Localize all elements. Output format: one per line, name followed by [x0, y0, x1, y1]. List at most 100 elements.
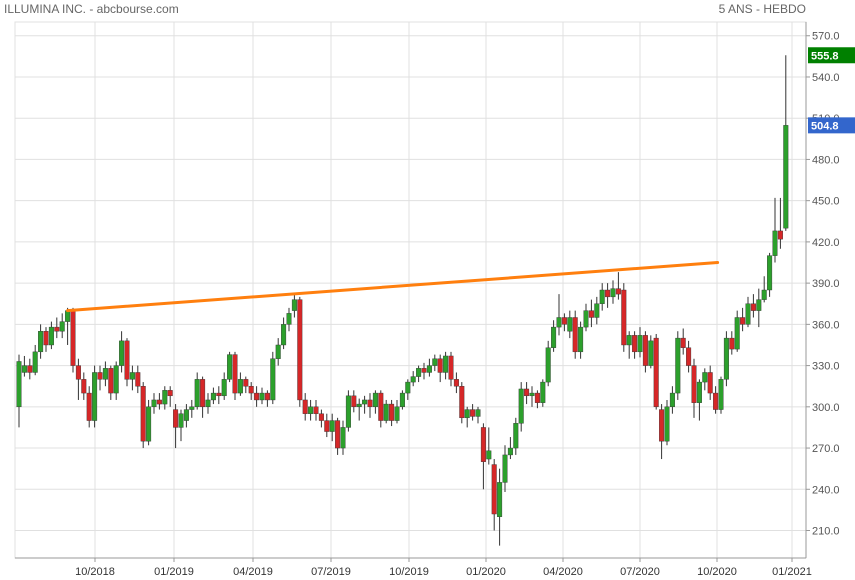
y-tick-label: 330.0: [812, 361, 840, 373]
candle-body: [205, 399, 211, 408]
candle-body: [194, 379, 200, 408]
candle-body: [707, 372, 713, 394]
candle-body: [173, 409, 179, 428]
candle-body: [626, 335, 632, 346]
candle-body: [723, 337, 729, 380]
candle-body: [696, 381, 702, 403]
candle-body: [750, 303, 756, 311]
axes: 210.0 240.0 270.0 300.0 330.0 360.0 390.0 420.0…: [15, 22, 840, 578]
candle-body: [162, 390, 168, 405]
candle-body: [486, 450, 492, 460]
x-tick-label: 10/2018: [75, 566, 115, 578]
candle-body: [113, 365, 119, 394]
candle-body: [302, 399, 308, 414]
candle-body: [551, 326, 557, 348]
y-tick-label: 270.0: [812, 443, 840, 455]
candle-body: [659, 409, 665, 442]
candle-body: [135, 372, 141, 387]
x-tick-label: 10/2020: [697, 566, 737, 578]
candle-body: [340, 427, 346, 449]
candle-body: [729, 337, 735, 350]
candle-body: [286, 313, 292, 325]
y-tick-label: 390.0: [812, 278, 840, 290]
candle-body: [243, 379, 249, 387]
candle-body: [291, 299, 297, 311]
candle-body: [27, 365, 33, 373]
candle-body: [572, 317, 578, 353]
candle-body: [669, 392, 675, 408]
candle-body: [502, 454, 508, 483]
candle-body: [540, 381, 546, 403]
candle-body: [86, 392, 92, 421]
candle-body: [767, 255, 773, 291]
candle-body: [345, 395, 351, 428]
last-price-tag: 504.8: [811, 120, 839, 132]
plot-frame: [14, 21, 807, 559]
candle-body: [713, 392, 719, 410]
candle-body: [437, 358, 443, 373]
y-tick-label: 570.0: [812, 31, 840, 43]
x-tick-label: 01/2021: [772, 566, 812, 578]
candle-body: [313, 406, 319, 414]
candle-body: [92, 372, 98, 421]
y-tick-label: 420.0: [812, 237, 840, 249]
candle-body: [534, 392, 540, 403]
candle-body: [394, 406, 400, 421]
candle-body: [605, 289, 611, 298]
candle-body: [146, 406, 152, 442]
candle-body: [65, 310, 71, 322]
candle-body: [745, 303, 751, 325]
candle-body: [21, 365, 27, 373]
candle-body: [529, 392, 535, 397]
candle-body: [513, 423, 519, 449]
candle-body: [254, 392, 260, 401]
candle-body: [653, 337, 659, 408]
candle-body: [632, 335, 638, 353]
candle-body: [686, 347, 692, 366]
x-tick-label: 04/2019: [233, 566, 273, 578]
candle-body: [264, 392, 270, 401]
candle-body: [518, 388, 524, 424]
candle-body: [43, 331, 49, 346]
candle-body: [167, 390, 173, 397]
candle-body: [275, 344, 281, 359]
candle-body: [664, 406, 670, 442]
candle-body: [524, 388, 530, 397]
y-tick-label: 540.0: [812, 72, 840, 84]
x-tick-label: 01/2019: [154, 566, 194, 578]
y-tick-label: 300.0: [812, 402, 840, 414]
candle-body: [740, 317, 746, 325]
candle-body: [97, 372, 103, 380]
candle-body: [691, 365, 697, 403]
high-price-tag: 555.8: [811, 50, 839, 62]
candle-body: [81, 379, 87, 394]
candle-body: [32, 351, 38, 373]
candle-body: [140, 386, 146, 442]
candle-body: [281, 324, 287, 346]
candle-body: [443, 355, 449, 373]
candle-body: [102, 368, 108, 380]
candle-body: [59, 321, 65, 332]
candle-body: [642, 335, 648, 366]
candle-body: [151, 399, 157, 408]
candle-body: [189, 406, 195, 410]
candle-body: [599, 289, 605, 304]
candle-body: [75, 365, 81, 380]
candle-body: [124, 340, 130, 380]
x-tick-label: 10/2019: [389, 566, 429, 578]
candle-body: [578, 326, 584, 353]
candle-body: [416, 368, 422, 377]
y-tick-label: 240.0: [812, 484, 840, 496]
candle-body: [308, 406, 314, 414]
candle-body: [237, 379, 243, 394]
x-tick-label: 01/2020: [466, 566, 506, 578]
chart-title: ILLUMINA INC. - abcbourse.com: [4, 2, 179, 16]
candle-body: [372, 392, 378, 408]
candle-body: [556, 317, 562, 328]
period-label: 5 ANS - HEBDO: [718, 2, 806, 16]
y-tick-label: 450.0: [812, 196, 840, 208]
candle-body: [362, 399, 368, 405]
candle-body: [356, 403, 362, 408]
candles: [16, 55, 789, 546]
